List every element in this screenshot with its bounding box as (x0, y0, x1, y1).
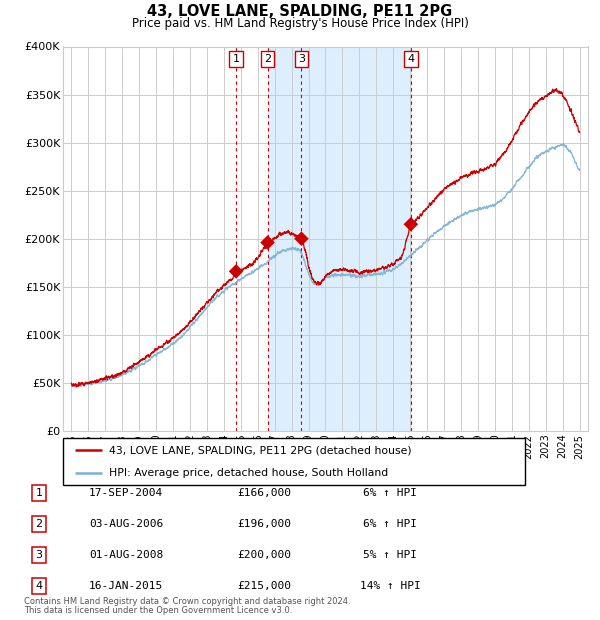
Text: 6% ↑ HPI: 6% ↑ HPI (363, 488, 417, 498)
Text: 2: 2 (35, 519, 43, 529)
Point (263, 237, 272, 247)
Text: 43, LOVE LANE, SPALDING, PE11 2PG: 43, LOVE LANE, SPALDING, PE11 2PG (148, 4, 452, 19)
Text: 2: 2 (264, 54, 271, 64)
Text: 01-AUG-2008: 01-AUG-2008 (89, 550, 163, 560)
Text: 1: 1 (233, 54, 239, 64)
Text: 14% ↑ HPI: 14% ↑ HPI (359, 581, 421, 591)
Text: £166,000: £166,000 (237, 488, 291, 498)
Point (406, 219, 416, 229)
Text: 1: 1 (35, 488, 43, 498)
Text: £200,000: £200,000 (237, 550, 291, 560)
Text: 3: 3 (298, 54, 305, 64)
Text: 16-JAN-2015: 16-JAN-2015 (89, 581, 163, 591)
Point (231, 267, 241, 277)
Text: Price paid vs. HM Land Registry's House Price Index (HPI): Price paid vs. HM Land Registry's House … (131, 17, 469, 30)
FancyBboxPatch shape (63, 438, 525, 485)
Text: HPI: Average price, detached house, South Holland: HPI: Average price, detached house, Sout… (109, 467, 388, 478)
Text: 6% ↑ HPI: 6% ↑ HPI (363, 519, 417, 529)
Text: 03-AUG-2006: 03-AUG-2006 (89, 519, 163, 529)
Text: £196,000: £196,000 (237, 519, 291, 529)
Text: This data is licensed under the Open Government Licence v3.0.: This data is licensed under the Open Gov… (24, 606, 292, 615)
Text: 4: 4 (407, 54, 415, 64)
Text: 5% ↑ HPI: 5% ↑ HPI (363, 550, 417, 560)
Text: 3: 3 (35, 550, 43, 560)
Text: 43, LOVE LANE, SPALDING, PE11 2PG (detached house): 43, LOVE LANE, SPALDING, PE11 2PG (detac… (109, 445, 412, 456)
Text: 17-SEP-2004: 17-SEP-2004 (89, 488, 163, 498)
Bar (268, 46, 411, 431)
Text: Contains HM Land Registry data © Crown copyright and database right 2024.: Contains HM Land Registry data © Crown c… (24, 597, 350, 606)
Point (296, 234, 306, 244)
Text: £215,000: £215,000 (237, 581, 291, 591)
Text: 4: 4 (35, 581, 43, 591)
